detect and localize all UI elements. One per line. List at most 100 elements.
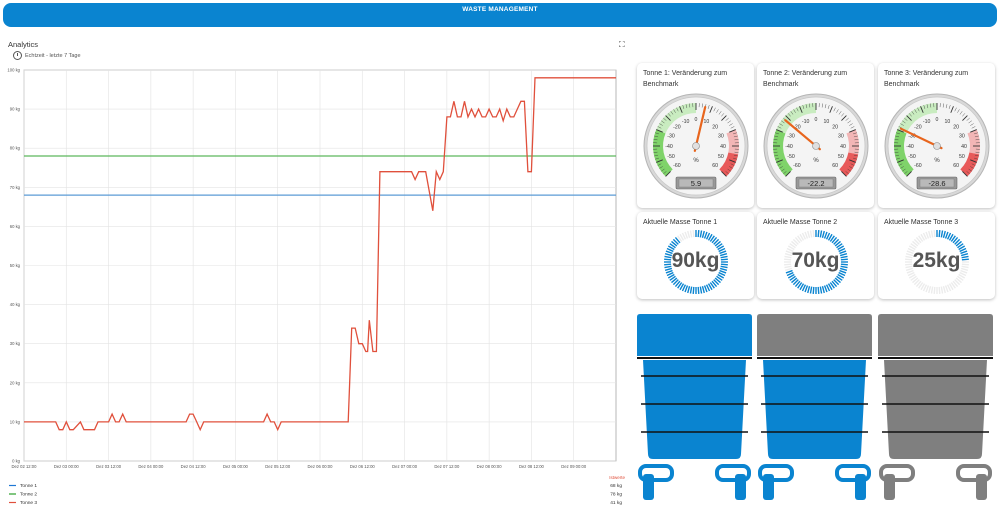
ring-segment — [838, 247, 846, 253]
ring-segment — [905, 255, 913, 259]
ring-segment — [957, 275, 964, 281]
mass-ring — [905, 230, 969, 294]
gauge-tick — [897, 129, 904, 133]
gauge-card-tonne-2: Tonne 2: Veränderung zum Benchmark -60 -50… — [757, 63, 874, 208]
ring-segment — [713, 238, 720, 245]
bin-wheel — [884, 474, 895, 500]
gauge-tick — [959, 111, 963, 115]
bin-wheel — [976, 474, 987, 500]
gauge-tick — [970, 123, 974, 126]
gauge-tick — [718, 111, 722, 115]
mass-ring — [664, 230, 728, 294]
mass-ring — [784, 230, 848, 294]
gauge-tick — [894, 151, 899, 153]
gauge-tick — [853, 135, 858, 138]
ring-segment — [784, 263, 792, 266]
ring-segment — [716, 243, 723, 249]
mass-title: Aktuelle Masse Tonne 2 — [763, 219, 838, 226]
gauge-tick — [733, 157, 737, 160]
gauge-tick — [721, 113, 725, 117]
ring-segment — [839, 253, 848, 257]
gauge-tick — [902, 168, 906, 172]
ring-segment — [665, 250, 673, 255]
ring-segment — [717, 273, 725, 279]
gauge-tick — [777, 163, 782, 166]
legend-item-tonne-2[interactable]: Tonne 2 — [20, 492, 37, 498]
gauge-tick — [836, 109, 839, 113]
ring-segment — [825, 284, 831, 292]
x-tick-label: Dez 02 12:00 — [12, 464, 38, 469]
x-tick-label: Dez 04 00:00 — [138, 464, 164, 469]
ring-segment — [707, 283, 713, 291]
gauge-tick — [730, 163, 735, 166]
time-range-label[interactable]: Echtzeit - letzte 7 Tage — [25, 53, 81, 59]
ring-segment — [913, 279, 920, 286]
gauge-tick — [663, 171, 667, 175]
gauge-tick — [727, 168, 731, 172]
gauge-tick — [785, 115, 791, 121]
ring-segment — [913, 238, 920, 245]
gauge-tick — [775, 157, 779, 160]
gauge-tick — [659, 166, 663, 169]
gauge-tick — [713, 107, 716, 112]
ring-segment — [804, 231, 809, 239]
ring-segment — [942, 285, 946, 294]
bin-wheel — [763, 474, 774, 500]
ring-segment — [831, 237, 838, 244]
gauge-tick — [721, 115, 727, 121]
bin-body — [884, 360, 987, 459]
ring-segment — [933, 286, 936, 294]
bin-foot — [879, 464, 915, 482]
gauge-tick — [689, 103, 691, 108]
waste-bin-tonne-1 — [637, 314, 752, 500]
ring-segment — [942, 230, 946, 239]
ring-segment — [792, 238, 799, 245]
ring-segment — [959, 247, 967, 253]
gauge-title: Tonne 2: Veränderung zum Benchmark — [763, 70, 848, 88]
ring-segment — [837, 273, 845, 279]
gauge-tick — [847, 168, 851, 172]
gauge-tick — [906, 115, 912, 121]
ring-segment — [840, 265, 848, 269]
analytics-title: Analytics — [8, 40, 39, 49]
ring-segment — [827, 233, 833, 241]
gauge-tick — [920, 106, 924, 113]
ring-segment — [837, 245, 845, 251]
legend-item-tonne-1[interactable]: Tonne 1 — [20, 483, 37, 489]
ring-segment — [674, 280, 681, 287]
ring-segment — [692, 286, 695, 294]
gauge-card-tonne-1: Tonne 1: Veränderung zum Benchmark -60 -50… — [637, 63, 754, 208]
fullscreen-icon[interactable]: ⛶ — [619, 40, 625, 49]
mass-value: 90kg — [671, 249, 720, 272]
gauge-scale-label: -10 — [802, 119, 810, 125]
bin-wheel — [855, 474, 866, 500]
gauge-tick — [787, 113, 791, 117]
ring-segment — [784, 258, 792, 261]
gauge-tick — [974, 157, 978, 160]
gauge-tick — [809, 103, 811, 108]
gauge-tick — [962, 171, 968, 177]
x-tick-label: Dez 07 12:00 — [434, 464, 460, 469]
gauge-scale-label: 50 — [718, 154, 724, 160]
ring-segment — [714, 277, 721, 284]
gauge-tick — [970, 159, 977, 163]
ring-segment — [961, 255, 969, 259]
ring-segment — [672, 279, 679, 286]
gauge-scale-label: 30 — [838, 133, 844, 139]
gauge-tick — [774, 135, 779, 138]
ring-segment — [689, 286, 693, 294]
ring-segment — [906, 269, 914, 274]
gauge-tick — [829, 106, 833, 113]
gauge-tick — [716, 109, 719, 113]
gauge-tick — [654, 154, 659, 157]
ring-segment — [669, 243, 676, 249]
ring-segment — [958, 273, 966, 279]
ring-segment — [681, 284, 687, 292]
ring-segment — [905, 263, 913, 266]
mass-value: 70kg — [791, 249, 840, 272]
ring-segment — [794, 280, 801, 287]
ring-segment — [952, 280, 959, 287]
legend-item-tonne-3[interactable]: Tonne 3 — [20, 500, 37, 506]
